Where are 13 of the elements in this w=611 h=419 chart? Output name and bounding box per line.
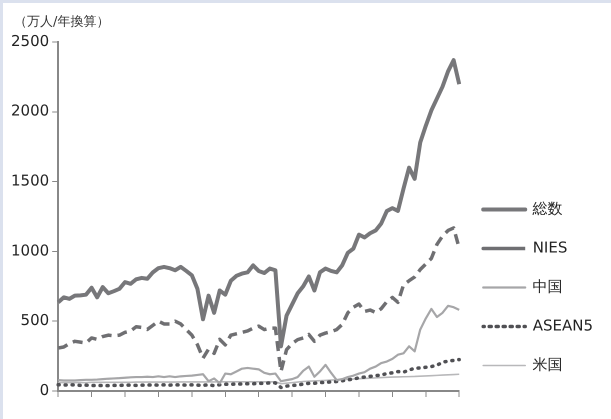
legend-label: 米国 xyxy=(532,355,563,374)
legend-label: NIES xyxy=(532,238,568,256)
y-tick-label: 2500 xyxy=(10,32,50,50)
y-tick-label: 1000 xyxy=(10,241,50,260)
legend-label: 中国 xyxy=(532,277,563,296)
y-tick-label: 500 xyxy=(20,311,50,330)
y-tick-label: 0 xyxy=(40,380,50,399)
y-tick-label: 2000 xyxy=(10,102,50,120)
legend-label: ASEAN5 xyxy=(532,316,594,334)
y-tick-label: 1500 xyxy=(10,171,50,190)
y-axis-title: （万人/年換算） xyxy=(14,14,110,30)
legend-label: 総数 xyxy=(532,199,563,218)
line-series xyxy=(56,358,461,390)
